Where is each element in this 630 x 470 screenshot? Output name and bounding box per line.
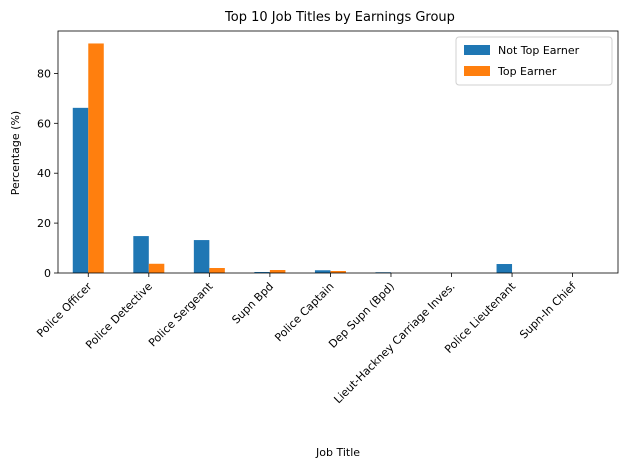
- x-tick-label: Police Sergeant: [146, 279, 216, 349]
- y-tick-label: 0: [44, 267, 51, 280]
- legend-swatch: [464, 66, 490, 76]
- x-tick-label: Dep Supn (Bpd): [326, 280, 397, 351]
- legend-box: [455, 36, 613, 86]
- x-tick-label: Police Captain: [272, 280, 336, 344]
- bar-not-top-earner-7: [496, 264, 513, 273]
- legend-label: Top Earner: [497, 65, 557, 78]
- x-tick-label: Supn-In Chief: [517, 279, 579, 341]
- x-tick-label: Police Officer: [34, 280, 94, 340]
- bar-not-top-earner-4: [314, 270, 331, 273]
- bar-top-earner-3: [269, 270, 286, 273]
- y-tick-label: 60: [37, 117, 51, 130]
- x-tick-label: Lieut-Hackney Carriage Inves.: [331, 280, 457, 406]
- legend-swatch: [464, 45, 490, 55]
- x-tick-label: Supn Bpd: [229, 280, 276, 327]
- bar-top-earner-4: [330, 271, 346, 273]
- chart-title: Top 10 Job Titles by Earnings Group: [224, 10, 455, 25]
- y-tick-label: 40: [37, 167, 51, 180]
- bar-not-top-earner-3: [254, 272, 270, 273]
- bar-top-earner-0: [88, 43, 104, 273]
- bar-top-earner-2: [209, 268, 225, 273]
- plot-frame: [57, 30, 619, 274]
- y-tick-label: 20: [37, 217, 51, 230]
- bar-not-top-earner-2: [193, 240, 210, 273]
- legend-label: Not Top Earner: [498, 44, 580, 57]
- bar-not-top-earner-1: [133, 236, 149, 273]
- y-axis-label: Percentage (%): [9, 111, 22, 195]
- x-axis-label: Job Title: [315, 446, 360, 459]
- y-tick-label: 80: [37, 67, 51, 80]
- bar-top-earner-1: [148, 263, 165, 273]
- x-tick-label: Police Detective: [83, 280, 155, 352]
- legend: Not Top Earner Top Earner: [455, 36, 613, 86]
- bar-not-top-earner-0: [72, 107, 89, 273]
